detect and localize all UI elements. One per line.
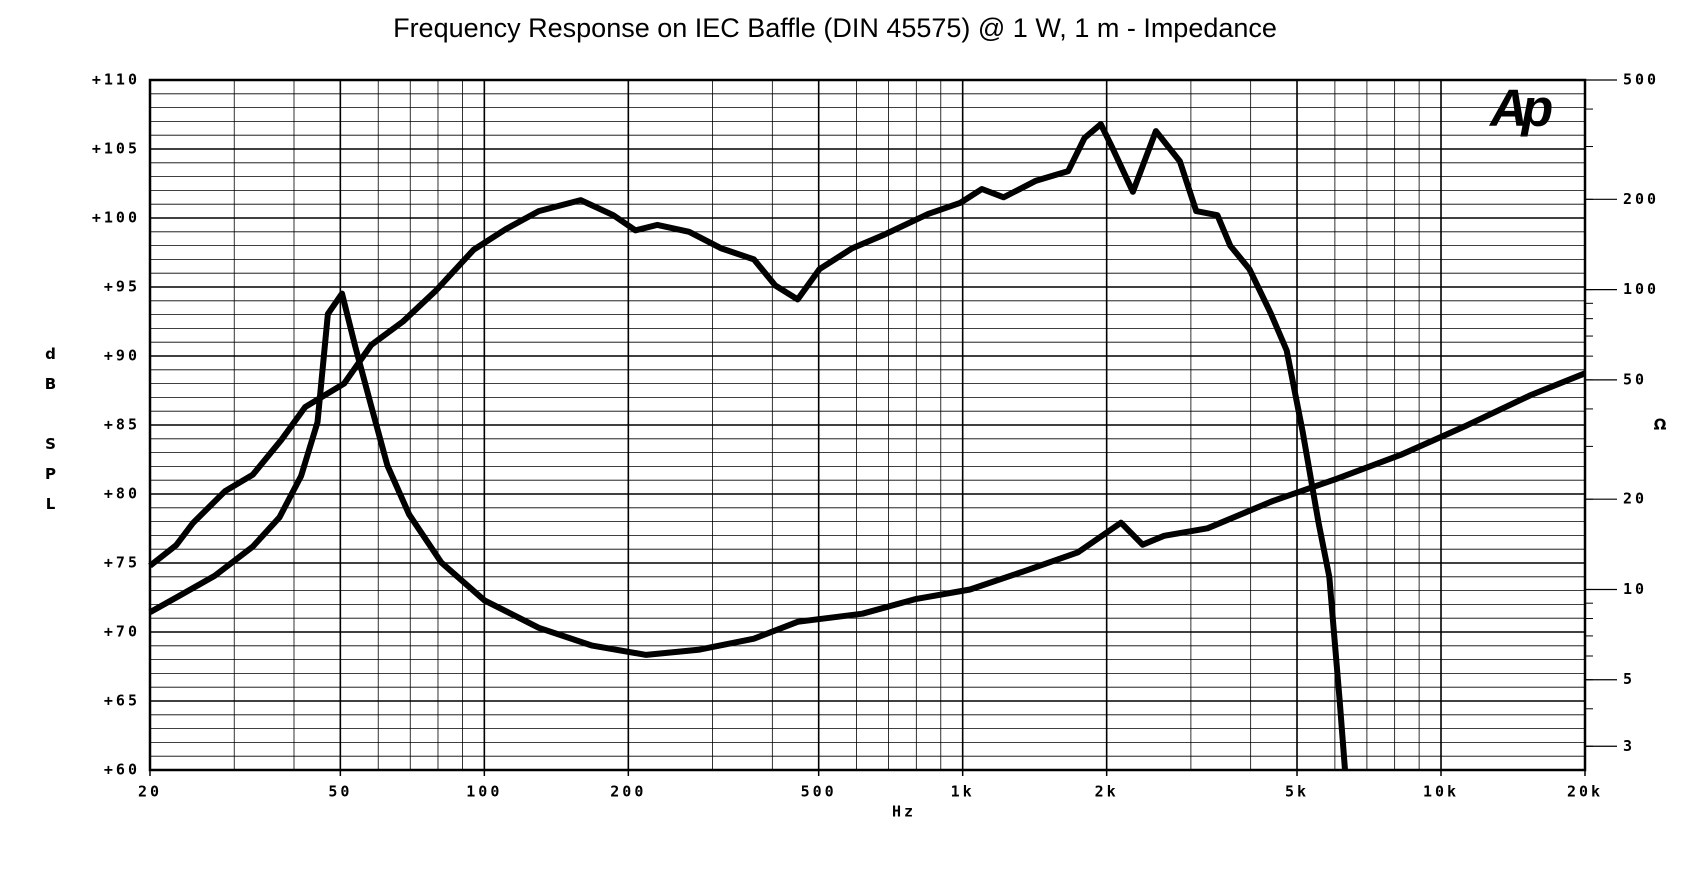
y-tick-label: +95 — [104, 278, 140, 296]
y2-tick-label: 10 — [1623, 580, 1647, 598]
x-tick-label: 20k — [1567, 783, 1603, 801]
y2-tick-label: 50 — [1623, 370, 1647, 388]
x-axis-label: Hz — [892, 803, 916, 821]
x-tick-label: 2k — [1095, 783, 1119, 801]
x-tick-label: 500 — [801, 783, 837, 801]
logo: Ap — [1488, 80, 1553, 138]
series-line — [148, 121, 1348, 771]
y-tick-label: +60 — [104, 761, 140, 779]
x-tick-label: 10k — [1423, 783, 1459, 801]
x-tick-label: 50 — [328, 783, 352, 801]
x-tick-label: 20 — [138, 783, 162, 801]
y-tick-label: +80 — [104, 485, 140, 503]
plot-frame — [148, 78, 1587, 772]
chart-title: Frequency Response on IEC Baffle (DIN 45… — [393, 13, 1277, 43]
y2-tick-label: 100 — [1623, 280, 1659, 298]
series-line — [148, 290, 1587, 658]
y-tick-label: +90 — [104, 347, 140, 365]
y-tick-label: +65 — [104, 692, 140, 710]
x-tick-label: 1k — [951, 783, 975, 801]
x-tick-label: 5k — [1285, 783, 1309, 801]
x-tick-label: 200 — [610, 783, 646, 801]
y-tick-label: +75 — [104, 554, 140, 572]
y2-tick-label: 500 — [1623, 71, 1659, 89]
y-tick-label: +110 — [92, 71, 140, 89]
y2-tick-label: 5 — [1623, 670, 1635, 688]
y2-axis-label: Ω — [1654, 416, 1667, 434]
y-tick-label: +85 — [104, 416, 140, 434]
y2-tick-label: 200 — [1623, 190, 1659, 208]
y2-tick-label: 3 — [1623, 737, 1635, 755]
y-tick-label: +100 — [92, 209, 140, 227]
y-tick-label: +105 — [92, 140, 140, 158]
y2-tick-label: 20 — [1623, 490, 1647, 508]
y-tick-label: +70 — [104, 623, 140, 641]
x-tick-label: 100 — [466, 783, 502, 801]
y-axis-label: dB SPL — [42, 345, 60, 525]
